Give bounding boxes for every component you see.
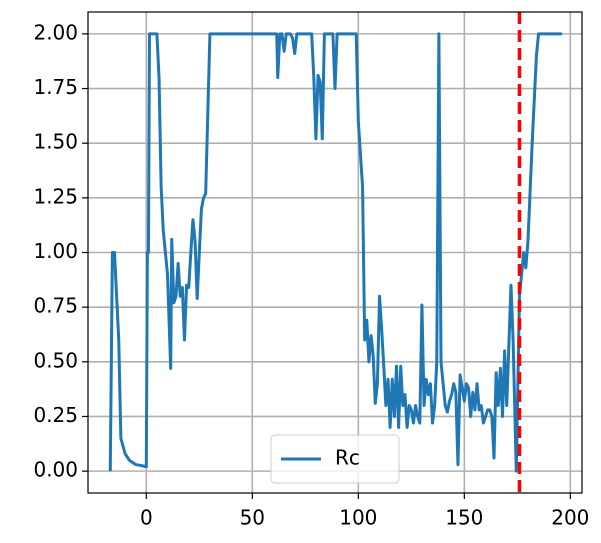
plot-frame [87, 11, 583, 494]
y-tick-label: 2.00 [33, 20, 78, 44]
data-line [108, 32, 562, 473]
legend-box [270, 434, 400, 484]
y-tick-label: 0.00 [33, 458, 78, 482]
y-tick-label: 1.25 [33, 184, 78, 208]
y-tick-label: 1.00 [33, 239, 78, 263]
y-tick-label: 0.25 [33, 403, 78, 427]
x-tick-label: 100 [339, 506, 377, 530]
x-tick-label: 0 [140, 506, 153, 530]
x-tick-label: 200 [551, 506, 589, 530]
y-tick-label: 0.50 [33, 348, 78, 372]
x-tick-label: 150 [445, 506, 483, 530]
legend-label: Rc [335, 446, 360, 470]
y-tick-label: 1.50 [33, 130, 78, 154]
y-tick-label: 1.75 [33, 75, 78, 99]
x-tick-label: 50 [240, 506, 265, 530]
y-tick-label: 0.75 [33, 294, 78, 318]
